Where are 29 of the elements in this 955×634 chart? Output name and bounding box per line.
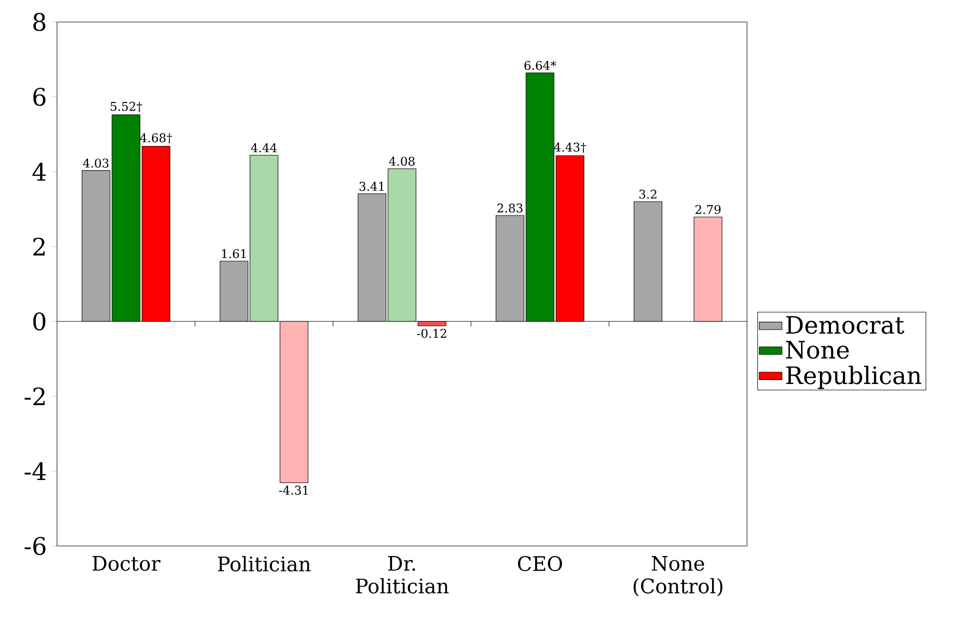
- legend-label: Democrat: [786, 316, 904, 334]
- y-tick-label: -4: [24, 462, 46, 480]
- data-label: 4.08: [389, 156, 415, 166]
- data-label: 5.52†: [110, 102, 142, 112]
- y-tick-label: 0: [33, 312, 46, 330]
- data-label: 4.03: [83, 158, 108, 168]
- data-label: 3.41: [360, 182, 384, 191]
- data-label: 2.79: [695, 204, 721, 214]
- data-label: 4.43†: [554, 142, 586, 153]
- legend-label: Republican: [786, 366, 922, 390]
- data-label: 3.2: [639, 190, 656, 199]
- y-tick-label: 4: [32, 162, 46, 181]
- x-tick-label: Doctor: [92, 556, 160, 571]
- y-tick-label: 6: [33, 88, 46, 106]
- x-tick-label: CEO: [518, 556, 562, 572]
- data-label: 2.83: [497, 203, 522, 213]
- data-label: 6.64*: [524, 60, 556, 70]
- y-tick-label: -6: [24, 536, 46, 556]
- y-tick-label: -2: [24, 387, 45, 406]
- x-tick-label: Politician: [218, 556, 311, 572]
- data-label: 1.61: [222, 249, 246, 258]
- data-label: -0.12: [417, 328, 446, 338]
- data-label: -4.31: [279, 486, 308, 495]
- y-tick-label: 2: [33, 238, 45, 256]
- x-tick-label: Dr. Politician: [356, 556, 449, 594]
- legend-label: None: [786, 340, 849, 359]
- x-tick-label: None (Control): [634, 556, 722, 596]
- y-tick-label: 8: [33, 12, 46, 32]
- data-label: 4.44: [251, 143, 277, 152]
